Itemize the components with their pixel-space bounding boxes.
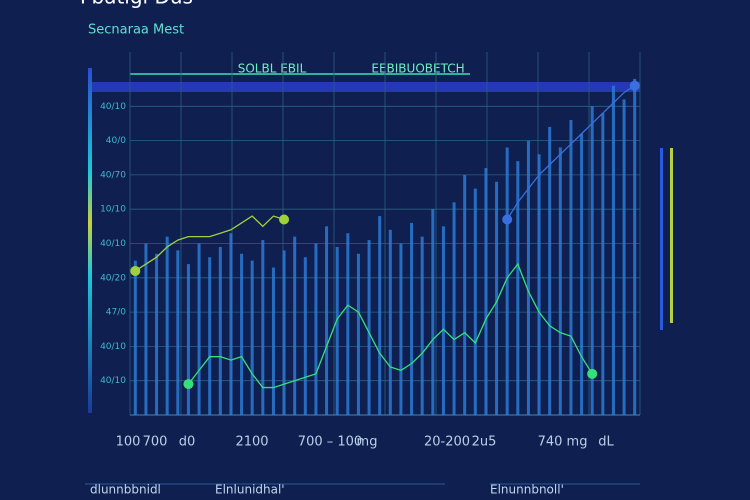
bar [197,243,201,415]
bar [250,260,254,415]
series-line [506,85,636,220]
bar [441,226,445,415]
bar [165,236,169,415]
legend-bar [660,148,663,330]
bar [229,233,233,415]
bar [303,257,307,415]
bar [633,78,637,416]
bar [526,140,530,415]
x-tick-label: mg [567,435,588,450]
y-tick-label: 40/10 [100,376,126,386]
footer-label: Elnunnbnoll' [490,483,564,497]
bar [569,120,573,416]
bar [240,253,244,415]
bar [155,253,159,415]
x-tick-label: 2u5 [472,435,497,450]
x-tick-label: 740 [538,435,563,450]
header: EEBIBUOBETCH [371,62,464,76]
subtitle: Secnaraa Mest [88,23,184,38]
bar [452,202,456,415]
bar [431,209,435,415]
header-band [92,82,640,92]
y-tick-label: 40/20 [100,273,126,283]
bar [505,147,509,415]
bar [356,253,360,415]
bar [293,236,297,415]
bar [218,246,222,415]
x-tick-label: 700 – 100 [298,435,362,450]
y-tick-label: 40/10 [100,102,126,112]
bar [558,147,562,415]
bar [314,243,318,415]
bar [484,168,488,415]
x-tick-label: dL [598,435,614,450]
bar [261,240,265,415]
x-tick-label: mg [357,435,378,450]
bar [399,243,403,415]
y-tick-label: 47/0 [106,308,126,318]
bar [410,222,414,415]
series-dot [279,214,290,225]
bar [580,133,584,416]
y-tick-label: 10/10 [100,205,126,215]
bar [346,233,350,415]
bar [463,174,467,415]
bar [282,250,286,415]
x-tick-label: 20-200 [424,435,470,450]
bar [611,85,615,415]
bar [622,99,626,415]
footer-label: Elnlunidhal' [215,483,285,497]
bar [420,236,424,415]
bar [548,126,552,415]
legend-bar [670,148,673,323]
bar [144,243,148,415]
y-tick-label: 40/0 [106,136,126,146]
bar [133,260,137,415]
series-line [187,262,593,389]
header: SOLBL EBIL [238,62,307,76]
bar [335,246,339,415]
bar [176,250,180,415]
series-line [134,215,285,272]
bar [516,161,520,415]
series-dot [629,80,640,91]
left-scale [88,68,92,413]
series-dot [502,214,513,225]
bar [325,226,329,415]
title: Fbatigi Dus [80,0,193,9]
x-tick-label: 100 [116,435,141,450]
bar [590,106,594,416]
footer-label: dlunnbbnidl [90,483,161,497]
y-tick-label: 40/10 [100,342,126,352]
y-tick-label: 40/10 [100,239,126,249]
bar [473,188,477,415]
bar [186,264,190,415]
series-dot [183,379,194,390]
bar [388,229,392,415]
x-tick-label: d0 [179,435,196,450]
series-dot [130,265,141,276]
series-dot [587,368,598,379]
x-tick-label: 700 [143,435,168,450]
bar [495,181,499,415]
bar [367,240,371,415]
bar [378,216,382,415]
bar [208,257,212,415]
bar [271,267,275,415]
bar [601,113,605,415]
x-tick-label: 2100 [235,435,268,450]
bar [537,154,541,415]
y-tick-label: 40/70 [100,170,126,180]
